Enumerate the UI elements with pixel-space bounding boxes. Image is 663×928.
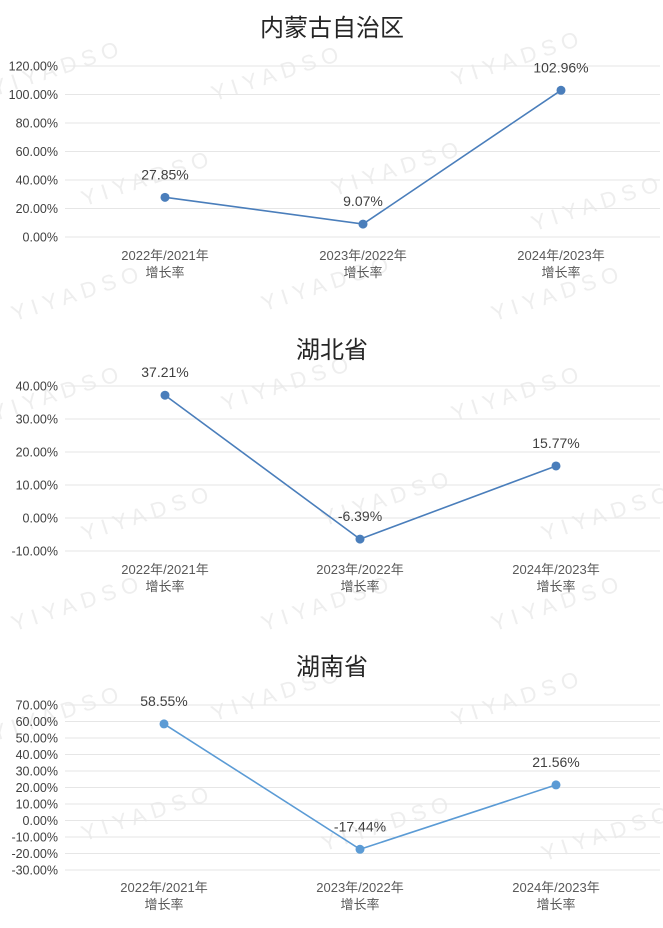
x-category-label: 2023年/2022年增长率 <box>316 562 403 594</box>
x-category-label: 2023年/2022年增长率 <box>319 248 406 280</box>
data-point <box>355 844 365 854</box>
data-point <box>556 85 566 95</box>
x-axis-categories: 2022年/2021年增长率 2023年/2022年增长率 2024年/2023年增… <box>121 248 604 280</box>
data-point <box>358 219 368 229</box>
y-tick-label: 100.00% <box>9 88 58 102</box>
y-tick-label: 10.00% <box>16 479 58 493</box>
y-tick-label: 20.00% <box>16 781 58 795</box>
y-tick-label: 60.00% <box>16 145 58 159</box>
data-label: 102.96% <box>533 59 588 75</box>
data-label: 37.21% <box>141 364 188 380</box>
y-tick-label: -10.00% <box>11 831 58 845</box>
x-category-label: 2024年/2023年增长率 <box>512 880 599 912</box>
watermark-text: YIYADSO <box>8 570 147 636</box>
y-tick-label: 10.00% <box>16 798 58 812</box>
chart-inner-mongolia: 内蒙古自治区 0.00% 20.00% 40.00% 60.00% 80.00% 100.… <box>9 14 660 280</box>
x-axis-categories: 2022年/2021年增长率 2023年/2022年增长率 2024年/2023年增… <box>120 880 599 912</box>
watermark-text: YIYADSO <box>8 260 147 326</box>
watermark-text: YIYADSO <box>538 800 663 866</box>
y-tick-label: 0.00% <box>23 512 58 526</box>
y-tick-label: 50.00% <box>16 732 58 746</box>
watermark-text: YIYADSO <box>208 40 347 106</box>
y-tick-label: 30.00% <box>16 765 58 779</box>
x-category-label: 2022年/2021年增长率 <box>120 880 207 912</box>
watermark-text: YIYADSO <box>538 480 663 546</box>
y-axis-ticks: 0.00% 20.00% 40.00% 60.00% 80.00% 100.00% 120.… <box>9 60 58 245</box>
y-tick-label: 60.00% <box>16 715 58 729</box>
y-tick-label: -10.00% <box>11 545 58 559</box>
data-point <box>355 534 365 544</box>
data-label: 21.56% <box>532 754 579 770</box>
series: 27.85% 9.07% 102.96% <box>141 59 589 229</box>
y-tick-label: 80.00% <box>16 117 58 131</box>
y-tick-label: 40.00% <box>16 174 58 188</box>
data-label: 27.85% <box>141 166 188 182</box>
x-category-label: 2022年/2021年增长率 <box>121 248 208 280</box>
y-tick-label: 40.00% <box>16 380 58 394</box>
chart-hubei: 湖北省 -10.00% 0.00% 10.00% 20.00% 30.00% 40.00%… <box>11 336 660 594</box>
series: 37.21% -6.39% 15.77% <box>141 364 580 544</box>
data-point <box>159 719 169 729</box>
data-label: 58.55% <box>140 693 187 709</box>
watermark-text: YIYADSO <box>448 25 587 91</box>
x-category-label: 2024年/2023年增长率 <box>517 248 604 280</box>
watermark-text: YIYADSO <box>78 480 217 546</box>
chart-hunan: 湖南省 -30.00% -20.00% -10.00% 0.00% 10.00% 20.0… <box>11 653 660 912</box>
y-tick-label: 120.00% <box>9 60 58 74</box>
y-tick-label: 40.00% <box>16 748 58 762</box>
y-axis-ticks: -10.00% 0.00% 10.00% 20.00% 30.00% 40.00% <box>11 380 58 559</box>
y-tick-label: -20.00% <box>11 847 58 861</box>
y-tick-label: 70.00% <box>16 699 58 713</box>
gridlines <box>65 385 660 552</box>
data-point <box>551 780 561 790</box>
y-axis-ticks: -30.00% -20.00% -10.00% 0.00% 10.00% 20.00% 30… <box>11 699 58 878</box>
data-label: 15.77% <box>532 435 579 451</box>
y-tick-label: 20.00% <box>16 446 58 460</box>
x-category-label: 2023年/2022年增长率 <box>316 880 403 912</box>
data-point <box>551 461 561 471</box>
x-category-label: 2024年/2023年增长率 <box>512 562 599 594</box>
x-axis-categories: 2022年/2021年增长率 2023年/2022年增长率 2024年/2023年增… <box>121 562 599 594</box>
chart-title: 湖北省 <box>296 336 368 364</box>
y-tick-label: 20.00% <box>16 202 58 216</box>
data-label: -17.44% <box>334 818 386 834</box>
x-category-label: 2022年/2021年增长率 <box>121 562 208 594</box>
watermark-text: YIYADSO <box>78 780 217 846</box>
y-tick-label: 0.00% <box>23 231 58 245</box>
data-label: 9.07% <box>343 193 383 209</box>
y-tick-label: 0.00% <box>23 814 58 828</box>
watermark-text: YIYADSO <box>448 360 587 426</box>
y-tick-label: -30.00% <box>11 864 58 878</box>
chart-title: 内蒙古自治区 <box>260 14 404 42</box>
data-label: -6.39% <box>338 508 382 524</box>
data-point <box>160 192 170 202</box>
gridlines <box>65 704 660 871</box>
y-tick-label: 30.00% <box>16 413 58 427</box>
data-point <box>160 390 170 400</box>
chart-title: 湖南省 <box>296 653 368 681</box>
series: 58.55% -17.44% 21.56% <box>140 693 580 854</box>
